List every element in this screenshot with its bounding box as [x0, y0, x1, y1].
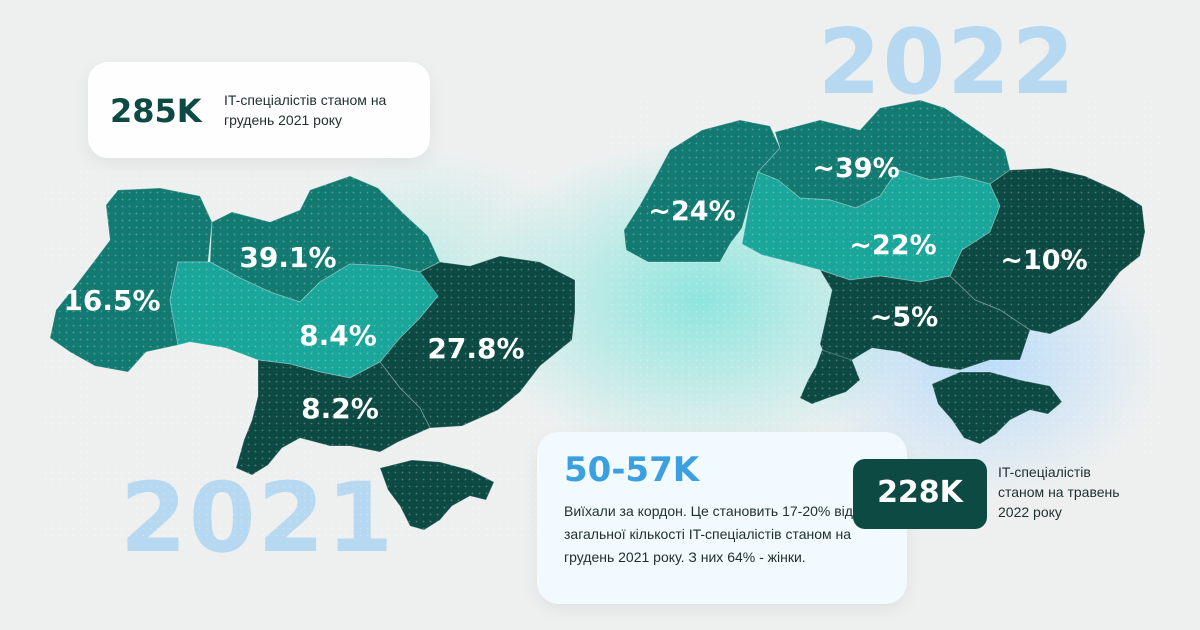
card-emigrated-text: Виїхали за кордон. Це становить 17-20% в…	[564, 503, 853, 565]
map-2022-label-east: ~10%	[1000, 245, 1087, 276]
map-2022-label-center: ~22%	[849, 230, 936, 261]
card-2021-text: IT-спеціалістів станом на грудень 2021 р…	[224, 92, 387, 128]
badge-it-specialists-2022: 228K	[853, 459, 987, 529]
badge-2022-text: IT-спеціалістів станом на травень 2022 р…	[998, 464, 1120, 520]
badge-2022-number: 228K	[877, 475, 963, 510]
card-it-specialists-2021: 285K IT-спеціалістів станом на грудень 2…	[88, 62, 430, 158]
map-2022-label-west: ~24%	[648, 196, 735, 227]
map-2022-label-north: ~39%	[812, 153, 899, 184]
card-2021-number: 285K	[110, 92, 202, 130]
map-2021-label-west: 16.5%	[63, 284, 160, 317]
map-2021-label-south: 8.2%	[301, 392, 379, 425]
year-label-2022: 2022	[818, 10, 1077, 115]
card-emigrated-number: 50-57K	[564, 450, 700, 490]
map-2021-crimea	[379, 459, 495, 531]
map-2022-label-south: ~5%	[870, 302, 938, 333]
map-2022-crimea	[931, 371, 1063, 445]
map-2021-label-center: 8.4%	[299, 319, 377, 352]
map-2021: 16.5% 39.1% 8.4% 27.8% 8.2%	[40, 170, 590, 540]
map-2022: ~24% ~39% ~22% ~10% ~5%	[610, 95, 1160, 455]
map-2021-label-north: 39.1%	[239, 241, 336, 274]
map-2021-label-east: 27.8%	[427, 332, 524, 365]
card-emigrated: 50-57K Виїхали за кордон. Це становить 1…	[537, 432, 907, 604]
